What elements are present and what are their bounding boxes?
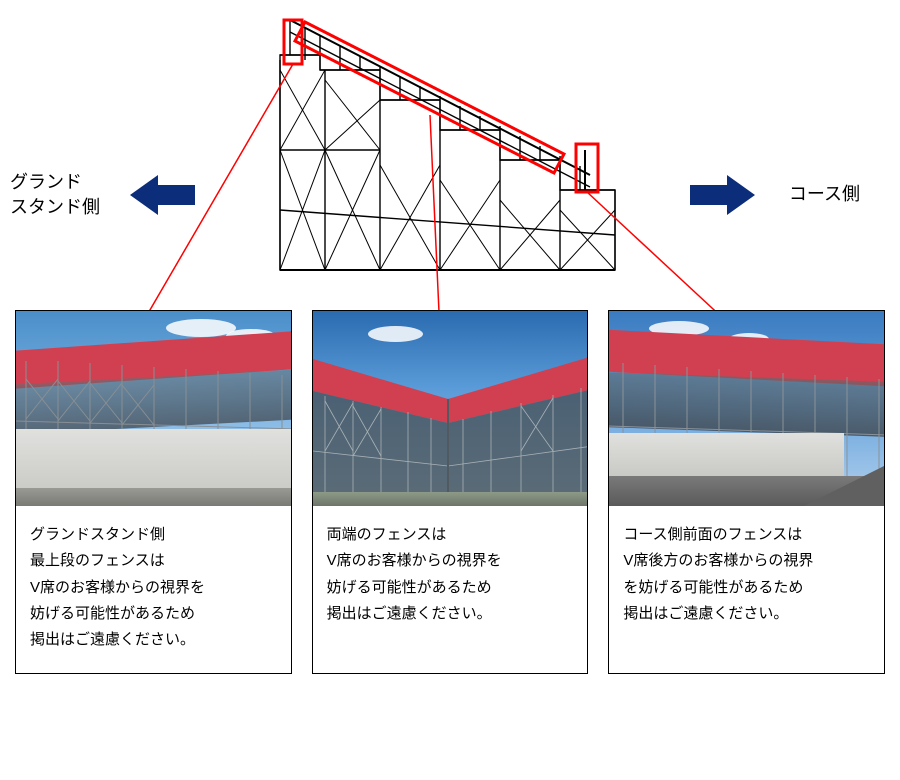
highlight-overlay <box>0 0 900 340</box>
card-image-3 <box>609 311 884 506</box>
card-text-3: コース側前面のフェンスはV席後方のお客様からの視界を妨げる可能性があるため掲出は… <box>609 506 884 647</box>
card-both-ends: 両端のフェンスはV席のお客様からの視界を妨げる可能性があるため掲出はご遠慮くださ… <box>312 310 589 674</box>
card-image-2 <box>313 311 588 506</box>
photo-cards-row: グランドスタンド側最上段のフェンスはV席のお客様からの視界を妨げる可能性があるた… <box>15 310 885 674</box>
card-grandstand-side: グランドスタンド側最上段のフェンスはV席のお客様からの視界を妨げる可能性があるた… <box>15 310 292 674</box>
card-image-1 <box>16 311 291 506</box>
card-course-side: コース側前面のフェンスはV席後方のお客様からの視界を妨げる可能性があるため掲出は… <box>608 310 885 674</box>
card-text-2: 両端のフェンスはV席のお客様からの視界を妨げる可能性があるため掲出はご遠慮くださ… <box>313 506 588 647</box>
card-text-1: グランドスタンド側最上段のフェンスはV席のお客様からの視界を妨げる可能性があるた… <box>16 506 291 673</box>
top-section: グランドスタンド側 コース側 <box>0 0 900 300</box>
